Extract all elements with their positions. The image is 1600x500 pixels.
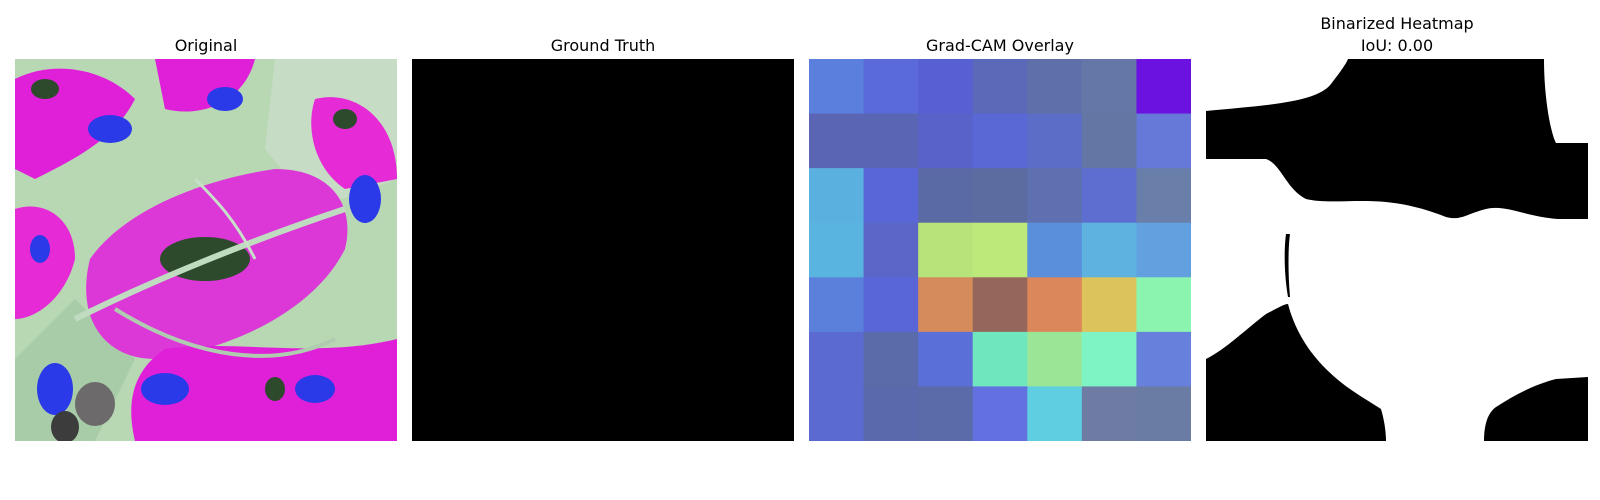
gradcam-cell	[1081, 113, 1137, 169]
gradcam-cell	[918, 59, 974, 115]
gradcam-cell	[918, 277, 974, 333]
gradcam-cell	[1027, 331, 1083, 387]
gradcam-cell	[863, 59, 919, 115]
gradcam-cell	[1081, 168, 1137, 224]
gradcam-cell	[972, 386, 1028, 441]
gradcam-cell	[809, 168, 865, 224]
gradcam-cell	[863, 113, 919, 169]
gradcam-cell	[1136, 386, 1191, 441]
original-image-svg	[15, 59, 397, 441]
gradcam-cell	[918, 222, 974, 278]
gradcam-cell	[809, 386, 865, 441]
original-title: Original	[174, 36, 238, 55]
gradcam-cell	[1136, 168, 1191, 224]
gradcam-cell	[1027, 222, 1083, 278]
gradcam-cell	[972, 331, 1028, 387]
gradcam-cell	[1027, 168, 1083, 224]
iou-label: IoU: 0.00	[1360, 36, 1434, 55]
gradcam-cell	[863, 331, 919, 387]
gradcam-cell	[1027, 277, 1083, 333]
gradcam-cell	[863, 386, 919, 441]
gradcam-cell	[1136, 59, 1191, 115]
gradcam-cell	[1027, 59, 1083, 115]
binarized-heatmap-svg	[1206, 59, 1588, 441]
gradcam-cell	[1027, 113, 1083, 169]
ground-truth-title: Ground Truth	[550, 36, 656, 55]
gradcam-cell	[918, 386, 974, 441]
ground-truth-mask	[412, 59, 794, 441]
gradcam-cell	[1027, 386, 1083, 441]
gradcam-cell	[972, 168, 1028, 224]
gradcam-cell	[1136, 113, 1191, 169]
gradcam-cell	[972, 113, 1028, 169]
gradcam-cell	[809, 277, 865, 333]
gradcam-cell	[809, 59, 865, 115]
gradcam-cell	[863, 222, 919, 278]
gradcam-cell	[972, 59, 1028, 115]
gradcam-cell	[1081, 59, 1137, 115]
gradcam-cell	[1081, 386, 1137, 441]
gradcam-cell	[1136, 222, 1191, 278]
gradcam-cell	[1136, 331, 1191, 387]
gradcam-cell	[809, 113, 865, 169]
gradcam-cell	[1136, 277, 1191, 333]
gradcam-cell	[863, 277, 919, 333]
binarized-heatmap	[1206, 59, 1588, 441]
binarized-title: Binarized Heatmap	[1320, 14, 1474, 33]
gradcam-cell	[972, 222, 1028, 278]
original-image	[15, 59, 397, 441]
gradcam-title: Grad-CAM Overlay	[926, 36, 1074, 55]
gradcam-cell	[918, 331, 974, 387]
gradcam-cell	[809, 331, 865, 387]
gradcam-cell	[918, 168, 974, 224]
gradcam-cell	[809, 222, 865, 278]
gradcam-cell	[1081, 277, 1137, 333]
gradcam-cell	[1081, 222, 1137, 278]
gradcam-overlay	[809, 59, 1191, 441]
gradcam-grid	[809, 59, 1191, 441]
gradcam-cell	[918, 113, 974, 169]
gradcam-cell	[972, 277, 1028, 333]
gradcam-cell	[1081, 331, 1137, 387]
gradcam-cell	[863, 168, 919, 224]
ground-truth-svg	[412, 59, 794, 441]
